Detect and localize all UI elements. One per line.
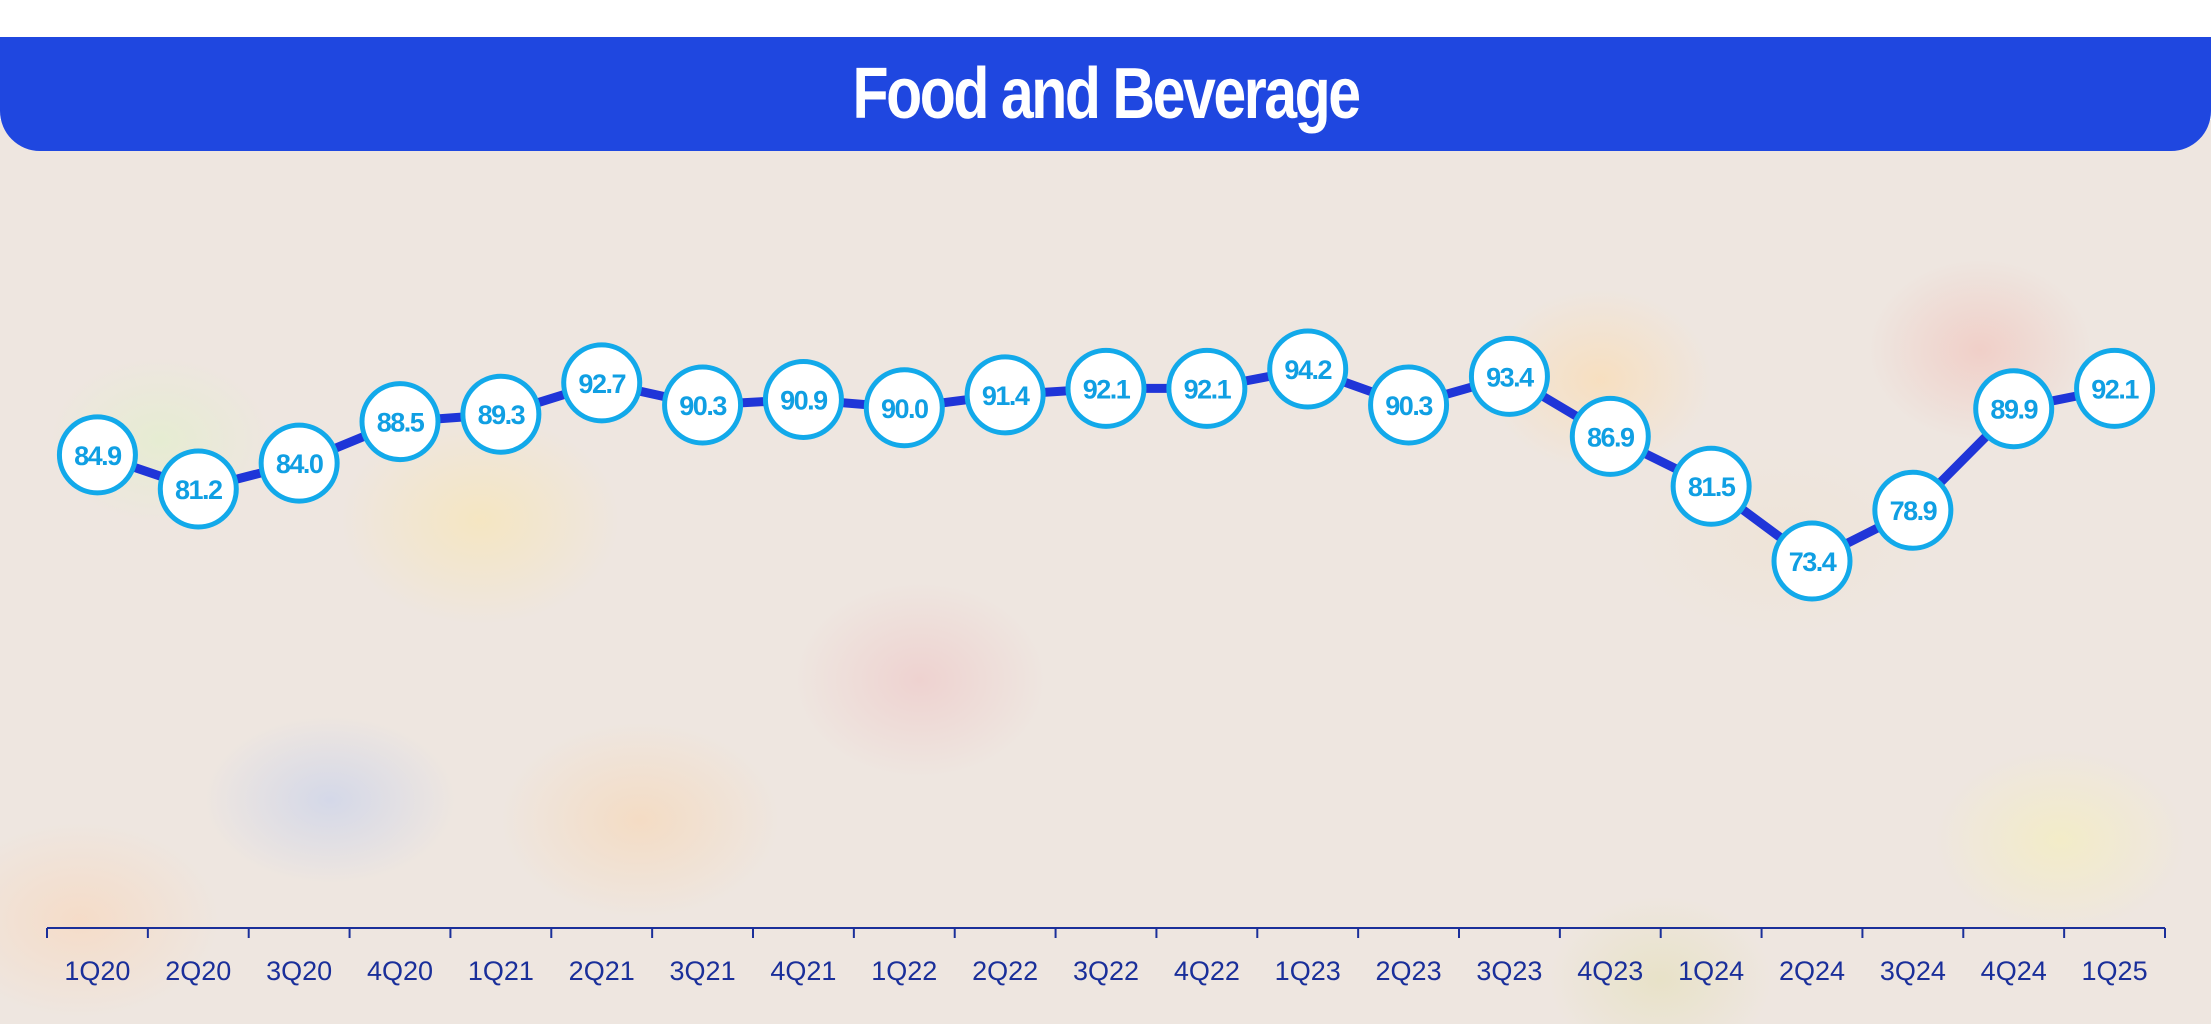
data-label: 84.9 (74, 441, 122, 471)
data-label: 89.9 (1990, 395, 2038, 425)
x-tick-label: 3Q23 (1476, 956, 1542, 986)
data-point-marker (1771, 520, 1853, 602)
data-label: 94.2 (1284, 355, 1331, 385)
x-tick-label: 1Q23 (1275, 956, 1341, 986)
data-point-marker (2074, 347, 2156, 429)
x-tick-label: 2Q22 (972, 956, 1038, 986)
data-point-marker (1166, 347, 1248, 429)
x-tick-label: 4Q21 (770, 956, 836, 986)
data-point-marker (460, 373, 542, 455)
data-label: 91.4 (982, 381, 1030, 411)
data-label: 78.9 (1890, 496, 1938, 526)
data-point-marker (359, 381, 441, 463)
data-point-marker (662, 364, 744, 446)
data-label: 92.1 (1083, 374, 1131, 404)
x-tick-label: 1Q22 (871, 956, 937, 986)
data-point-marker (561, 342, 643, 424)
data-label: 92.7 (578, 369, 625, 399)
x-tick-label: 1Q21 (468, 956, 534, 986)
data-point-marker (157, 448, 239, 530)
data-label: 92.1 (2091, 374, 2139, 404)
data-label: 90.0 (881, 394, 928, 424)
data-point-marker (964, 354, 1046, 436)
data-label: 90.3 (1385, 391, 1433, 421)
data-point-marker (1468, 335, 1550, 417)
data-label: 84.0 (276, 449, 323, 479)
data-label: 86.9 (1587, 422, 1635, 452)
data-label: 93.4 (1486, 362, 1534, 392)
x-tick-label: 4Q23 (1577, 956, 1643, 986)
data-point-marker (56, 414, 138, 496)
x-tick-label: 1Q24 (1678, 956, 1744, 986)
x-tick-label: 3Q22 (1073, 956, 1139, 986)
data-point-marker (1368, 364, 1450, 446)
x-tick-label: 2Q23 (1376, 956, 1442, 986)
x-tick-label: 2Q20 (165, 956, 231, 986)
data-label: 81.2 (175, 475, 222, 505)
x-tick-label: 1Q20 (64, 956, 130, 986)
data-label: 89.3 (478, 400, 526, 430)
data-point-marker (258, 422, 340, 504)
x-tick-label: 4Q24 (1981, 956, 2047, 986)
x-tick-label: 2Q24 (1779, 956, 1845, 986)
data-point-marker (1872, 469, 1954, 551)
title-banner: Food and Beverage (0, 37, 2211, 151)
data-point-marker (762, 358, 844, 440)
data-point-marker (1065, 347, 1147, 429)
x-tick-label: 4Q20 (367, 956, 433, 986)
data-label: 73.4 (1789, 547, 1837, 577)
x-tick-label: 3Q24 (1880, 956, 1946, 986)
data-label: 90.9 (780, 385, 828, 415)
data-point-marker (1973, 368, 2055, 450)
x-tick-label: 3Q21 (670, 956, 736, 986)
data-label: 81.5 (1688, 472, 1736, 502)
chart-title: Food and Beverage (852, 54, 1361, 134)
x-tick-label: 4Q22 (1174, 956, 1240, 986)
data-label: 92.1 (1184, 374, 1232, 404)
data-point-marker (1569, 395, 1651, 477)
data-label: 90.3 (679, 391, 727, 421)
x-tick-label: 3Q20 (266, 956, 332, 986)
data-point-marker (863, 367, 945, 449)
data-point-marker (1670, 445, 1752, 527)
data-point-marker (1267, 328, 1349, 410)
data-label: 88.5 (377, 408, 425, 438)
x-tick-label: 1Q25 (2082, 956, 2148, 986)
x-tick-label: 2Q21 (569, 956, 635, 986)
